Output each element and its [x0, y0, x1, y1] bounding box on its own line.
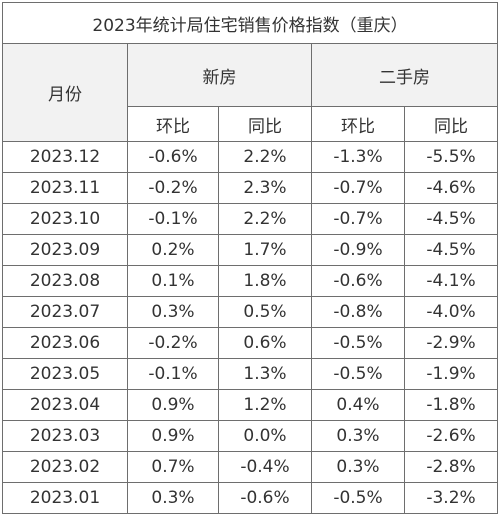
table-row: 2023.03 0.9% 0.0% 0.3% -2.6%	[2, 420, 499, 452]
table-row: 2023.12 -0.6% 2.2% -1.3% -5.5%	[2, 141, 499, 173]
month-cell: 2023.10	[2, 203, 128, 235]
new-home-mom-cell: -0.2%	[127, 172, 219, 204]
table-row: 2023.09 0.2% 1.7% -0.9% -4.5%	[2, 234, 499, 266]
second-hand-mom-cell: -0.5%	[311, 327, 405, 359]
new-home-header: 新房	[127, 43, 312, 107]
new-home-mom-cell: 0.3%	[127, 482, 219, 514]
second-hand-mom-cell: -0.8%	[311, 296, 405, 328]
new-home-yoy-cell: 2.2%	[218, 141, 312, 173]
second-hand-mom-cell: 0.4%	[311, 389, 405, 421]
month-cell: 2023.02	[2, 451, 128, 483]
second-hand-mom-cell: -1.3%	[311, 141, 405, 173]
second-hand-yoy-cell: -2.9%	[403, 327, 499, 359]
table-row: 2023.10 -0.1% 2.2% -0.7% -4.5%	[2, 203, 499, 235]
table-row: 2023.01 0.3% -0.6% -0.5% -3.2%	[2, 482, 499, 514]
second-hand-mom-cell: 0.3%	[311, 451, 405, 483]
second-hand-yoy-cell: -3.2%	[403, 482, 499, 514]
month-cell: 2023.01	[2, 482, 128, 514]
new-home-mom-header: 环比	[127, 106, 219, 142]
new-home-yoy-cell: 0.5%	[218, 296, 312, 328]
month-cell: 2023.05	[2, 358, 128, 390]
table-row: 2023.04 0.9% 1.2% 0.4% -1.8%	[2, 389, 499, 421]
new-home-yoy-cell: 1.8%	[218, 265, 312, 297]
month-cell: 2023.06	[2, 327, 128, 359]
second-hand-mom-cell: -0.9%	[311, 234, 405, 266]
new-home-mom-cell: -0.2%	[127, 327, 219, 359]
month-cell: 2023.09	[2, 234, 128, 266]
month-cell: 2023.03	[2, 420, 128, 452]
second-hand-mom-cell: -0.7%	[311, 172, 405, 204]
month-header: 月份	[2, 43, 128, 142]
second-hand-yoy-cell: -4.6%	[403, 172, 499, 204]
new-home-yoy-header: 同比	[218, 106, 312, 142]
second-hand-yoy-cell: -2.8%	[403, 451, 499, 483]
new-home-mom-cell: 0.2%	[127, 234, 219, 266]
second-hand-mom-cell: -0.5%	[311, 358, 405, 390]
new-home-mom-cell: 0.7%	[127, 451, 219, 483]
second-hand-mom-header: 环比	[311, 106, 405, 142]
new-home-mom-cell: 0.1%	[127, 265, 219, 297]
month-cell: 2023.11	[2, 172, 128, 204]
new-home-mom-cell: 0.9%	[127, 389, 219, 421]
new-home-yoy-cell: 2.2%	[218, 203, 312, 235]
second-hand-mom-cell: -0.7%	[311, 203, 405, 235]
second-hand-mom-cell: -0.5%	[311, 482, 405, 514]
new-home-yoy-cell: 2.3%	[218, 172, 312, 204]
table-row: 2023.02 0.7% -0.4% 0.3% -2.8%	[2, 451, 499, 483]
second-hand-yoy-header: 同比	[403, 106, 499, 142]
new-home-mom-cell: -0.1%	[127, 203, 219, 235]
second-hand-yoy-cell: -4.0%	[403, 296, 499, 328]
table-row: 2023.08 0.1% 1.8% -0.6% -4.1%	[2, 265, 499, 297]
table-row: 2023.06 -0.2% 0.6% -0.5% -2.9%	[2, 327, 499, 359]
table-row: 2023.11 -0.2% 2.3% -0.7% -4.6%	[2, 172, 499, 204]
second-hand-header: 二手房	[310, 43, 499, 107]
second-hand-yoy-cell: -2.6%	[403, 420, 499, 452]
second-hand-yoy-cell: -1.9%	[403, 358, 499, 390]
new-home-mom-cell: -0.6%	[127, 141, 219, 173]
second-hand-mom-cell: 0.3%	[311, 420, 405, 452]
new-home-yoy-cell: -0.4%	[218, 451, 312, 483]
month-cell: 2023.04	[2, 389, 128, 421]
new-home-yoy-cell: 1.2%	[218, 389, 312, 421]
new-home-mom-cell: 0.3%	[127, 296, 219, 328]
second-hand-mom-cell: -0.6%	[311, 265, 405, 297]
second-hand-yoy-cell: -5.5%	[403, 141, 499, 173]
second-hand-yoy-cell: -4.1%	[403, 265, 499, 297]
month-cell: 2023.12	[2, 141, 128, 173]
new-home-yoy-cell: 1.3%	[218, 358, 312, 390]
second-hand-yoy-cell: -4.5%	[403, 203, 499, 235]
new-home-yoy-cell: 0.6%	[218, 327, 312, 359]
second-hand-yoy-cell: -4.5%	[403, 234, 499, 266]
table-row: 2023.05 -0.1% 1.3% -0.5% -1.9%	[2, 358, 499, 390]
new-home-mom-cell: -0.1%	[127, 358, 219, 390]
month-cell: 2023.07	[2, 296, 128, 328]
table-title: 2023年统计局住宅销售价格指数（重庆）	[1, 2, 499, 44]
new-home-yoy-cell: 0.0%	[218, 420, 312, 452]
new-home-mom-cell: 0.9%	[127, 420, 219, 452]
new-home-yoy-cell: -0.6%	[218, 482, 312, 514]
month-cell: 2023.08	[2, 265, 128, 297]
new-home-yoy-cell: 1.7%	[218, 234, 312, 266]
second-hand-yoy-cell: -1.8%	[403, 389, 499, 421]
table-row: 2023.07 0.3% 0.5% -0.8% -4.0%	[2, 296, 499, 328]
